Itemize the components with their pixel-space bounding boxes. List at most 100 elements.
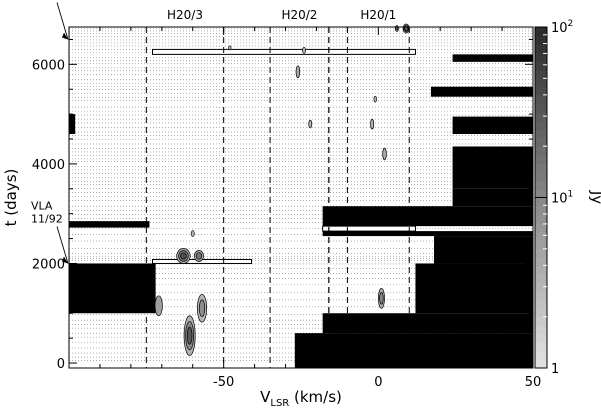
x-axis-label-unit: (km/s)	[289, 388, 342, 406]
colorbar-segment	[535, 206, 547, 216]
x-tick-label: 0	[374, 375, 382, 390]
colorbar-segment	[535, 299, 547, 309]
emission-contour	[228, 45, 232, 51]
emission-contour	[373, 95, 377, 103]
colorbar-segment	[535, 163, 547, 173]
colorbar-segment	[535, 171, 547, 181]
blanked-region	[452, 188, 533, 207]
emission-contour	[198, 299, 206, 317]
colorbar-segment	[535, 223, 547, 233]
colorbar-tick-base: 1	[551, 362, 559, 377]
emission-contour	[195, 252, 203, 260]
colorbar-tick-exponent: 1	[568, 190, 574, 200]
x-axis-label-subscript: LSR	[270, 398, 289, 409]
blanked-region	[69, 221, 150, 228]
epoch-arrowhead	[62, 256, 68, 264]
epoch-arrow	[56, 2, 69, 40]
colorbar-segment	[535, 86, 547, 96]
outlined-gaps	[152, 48, 416, 264]
blanked-region	[452, 54, 533, 62]
colorbar-segment	[535, 316, 547, 326]
blanked-region	[452, 146, 533, 189]
colorbar-segment	[535, 78, 547, 88]
colorbar-tick-label: 1	[551, 362, 559, 377]
colorbar-tick-label: 102	[551, 19, 573, 36]
epoch-annotations: VLA03/04VLA11/92	[31, 0, 69, 264]
colorbar-segment	[535, 350, 547, 360]
colorbar-segment	[535, 27, 547, 37]
colorbar-segment	[535, 274, 547, 284]
blanked-region	[430, 86, 533, 97]
x-axis-label: VLSR (km/s)	[260, 388, 342, 409]
region-label: H20/1	[360, 8, 396, 22]
emission-contour	[180, 252, 187, 260]
colorbar-tick-exponent: 2	[568, 19, 574, 29]
colorbar-segment	[535, 44, 547, 54]
velocity-region-markers: H20/3 H20/2 H20/1	[145, 8, 410, 368]
blanked-region	[69, 114, 76, 135]
y-tick-label: 6000	[32, 58, 65, 73]
outlined-gap	[322, 225, 416, 232]
blanked-region	[322, 231, 533, 237]
blanked-region	[434, 236, 533, 264]
colorbar-segment	[535, 265, 547, 275]
epoch-label-line2: 03/04	[31, 0, 63, 1]
colorbar-label: Jy	[588, 190, 601, 204]
colorbar-segment	[535, 214, 547, 224]
y-tick-label: 0	[57, 357, 65, 372]
emission-contour	[308, 119, 313, 129]
plot-frame	[68, 26, 534, 369]
region-label: H20/2	[281, 8, 317, 22]
emission-contour	[186, 326, 193, 345]
emission-contour	[302, 47, 306, 54]
epoch-arrowhead	[62, 32, 68, 40]
colorbar-tick-base: 10	[551, 21, 568, 36]
colorbar-segment	[535, 248, 547, 258]
colorbar-segment	[535, 240, 547, 250]
colorbar-segment	[535, 333, 547, 343]
colorbar-segment	[535, 197, 547, 207]
x-axis-label-main: V	[260, 388, 271, 406]
blanked-region	[294, 333, 533, 368]
colorbar-segment	[535, 282, 547, 292]
epoch-label-line1: VLA	[31, 199, 53, 212]
colorbar-segment	[535, 291, 547, 301]
x-tick-label: 50	[525, 375, 542, 390]
colorbar-segment	[535, 95, 547, 105]
emission-features	[154, 23, 410, 356]
colorbar-segment	[535, 308, 547, 318]
emission-contour	[295, 65, 301, 79]
outlined-gap	[152, 48, 416, 55]
colorbar-segment	[535, 359, 547, 369]
colorbar-segment	[535, 231, 547, 241]
x-tick-label: -50	[213, 375, 234, 390]
emission-contour	[190, 230, 195, 237]
colorbar-segment	[535, 112, 547, 122]
emission-contour	[382, 147, 387, 161]
blanked-region	[452, 116, 533, 135]
y-tick-label: 4000	[32, 158, 65, 173]
emission-contour	[370, 118, 375, 130]
colorbar-tick-label: 101	[551, 190, 573, 207]
y-axis-label: t (days)	[2, 169, 20, 227]
colorbar-segment	[535, 146, 547, 156]
colorbar-segment	[535, 103, 547, 113]
epoch-label-line2: 11/92	[31, 212, 63, 225]
colorbar-segment	[535, 52, 547, 62]
colorbar-segment	[535, 257, 547, 267]
colorbar-segment	[535, 69, 547, 79]
blanked-region	[322, 206, 533, 227]
epoch-arrow	[56, 226, 69, 264]
colorbar-segment	[535, 188, 547, 198]
emission-contour	[154, 295, 163, 317]
blanked-region	[322, 313, 533, 334]
axes: -50 0 50 0 2000 4000 6000	[32, 27, 541, 390]
colorbar-segment	[535, 120, 547, 130]
colorbar-segment	[535, 180, 547, 190]
colorbar-segment	[535, 35, 547, 45]
colorbar-segment	[535, 61, 547, 71]
blanked-region	[415, 263, 533, 314]
colorbar-segment	[535, 154, 547, 164]
